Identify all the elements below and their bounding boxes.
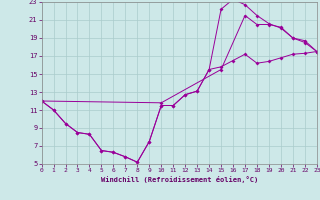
X-axis label: Windchill (Refroidissement éolien,°C): Windchill (Refroidissement éolien,°C) xyxy=(100,176,258,183)
